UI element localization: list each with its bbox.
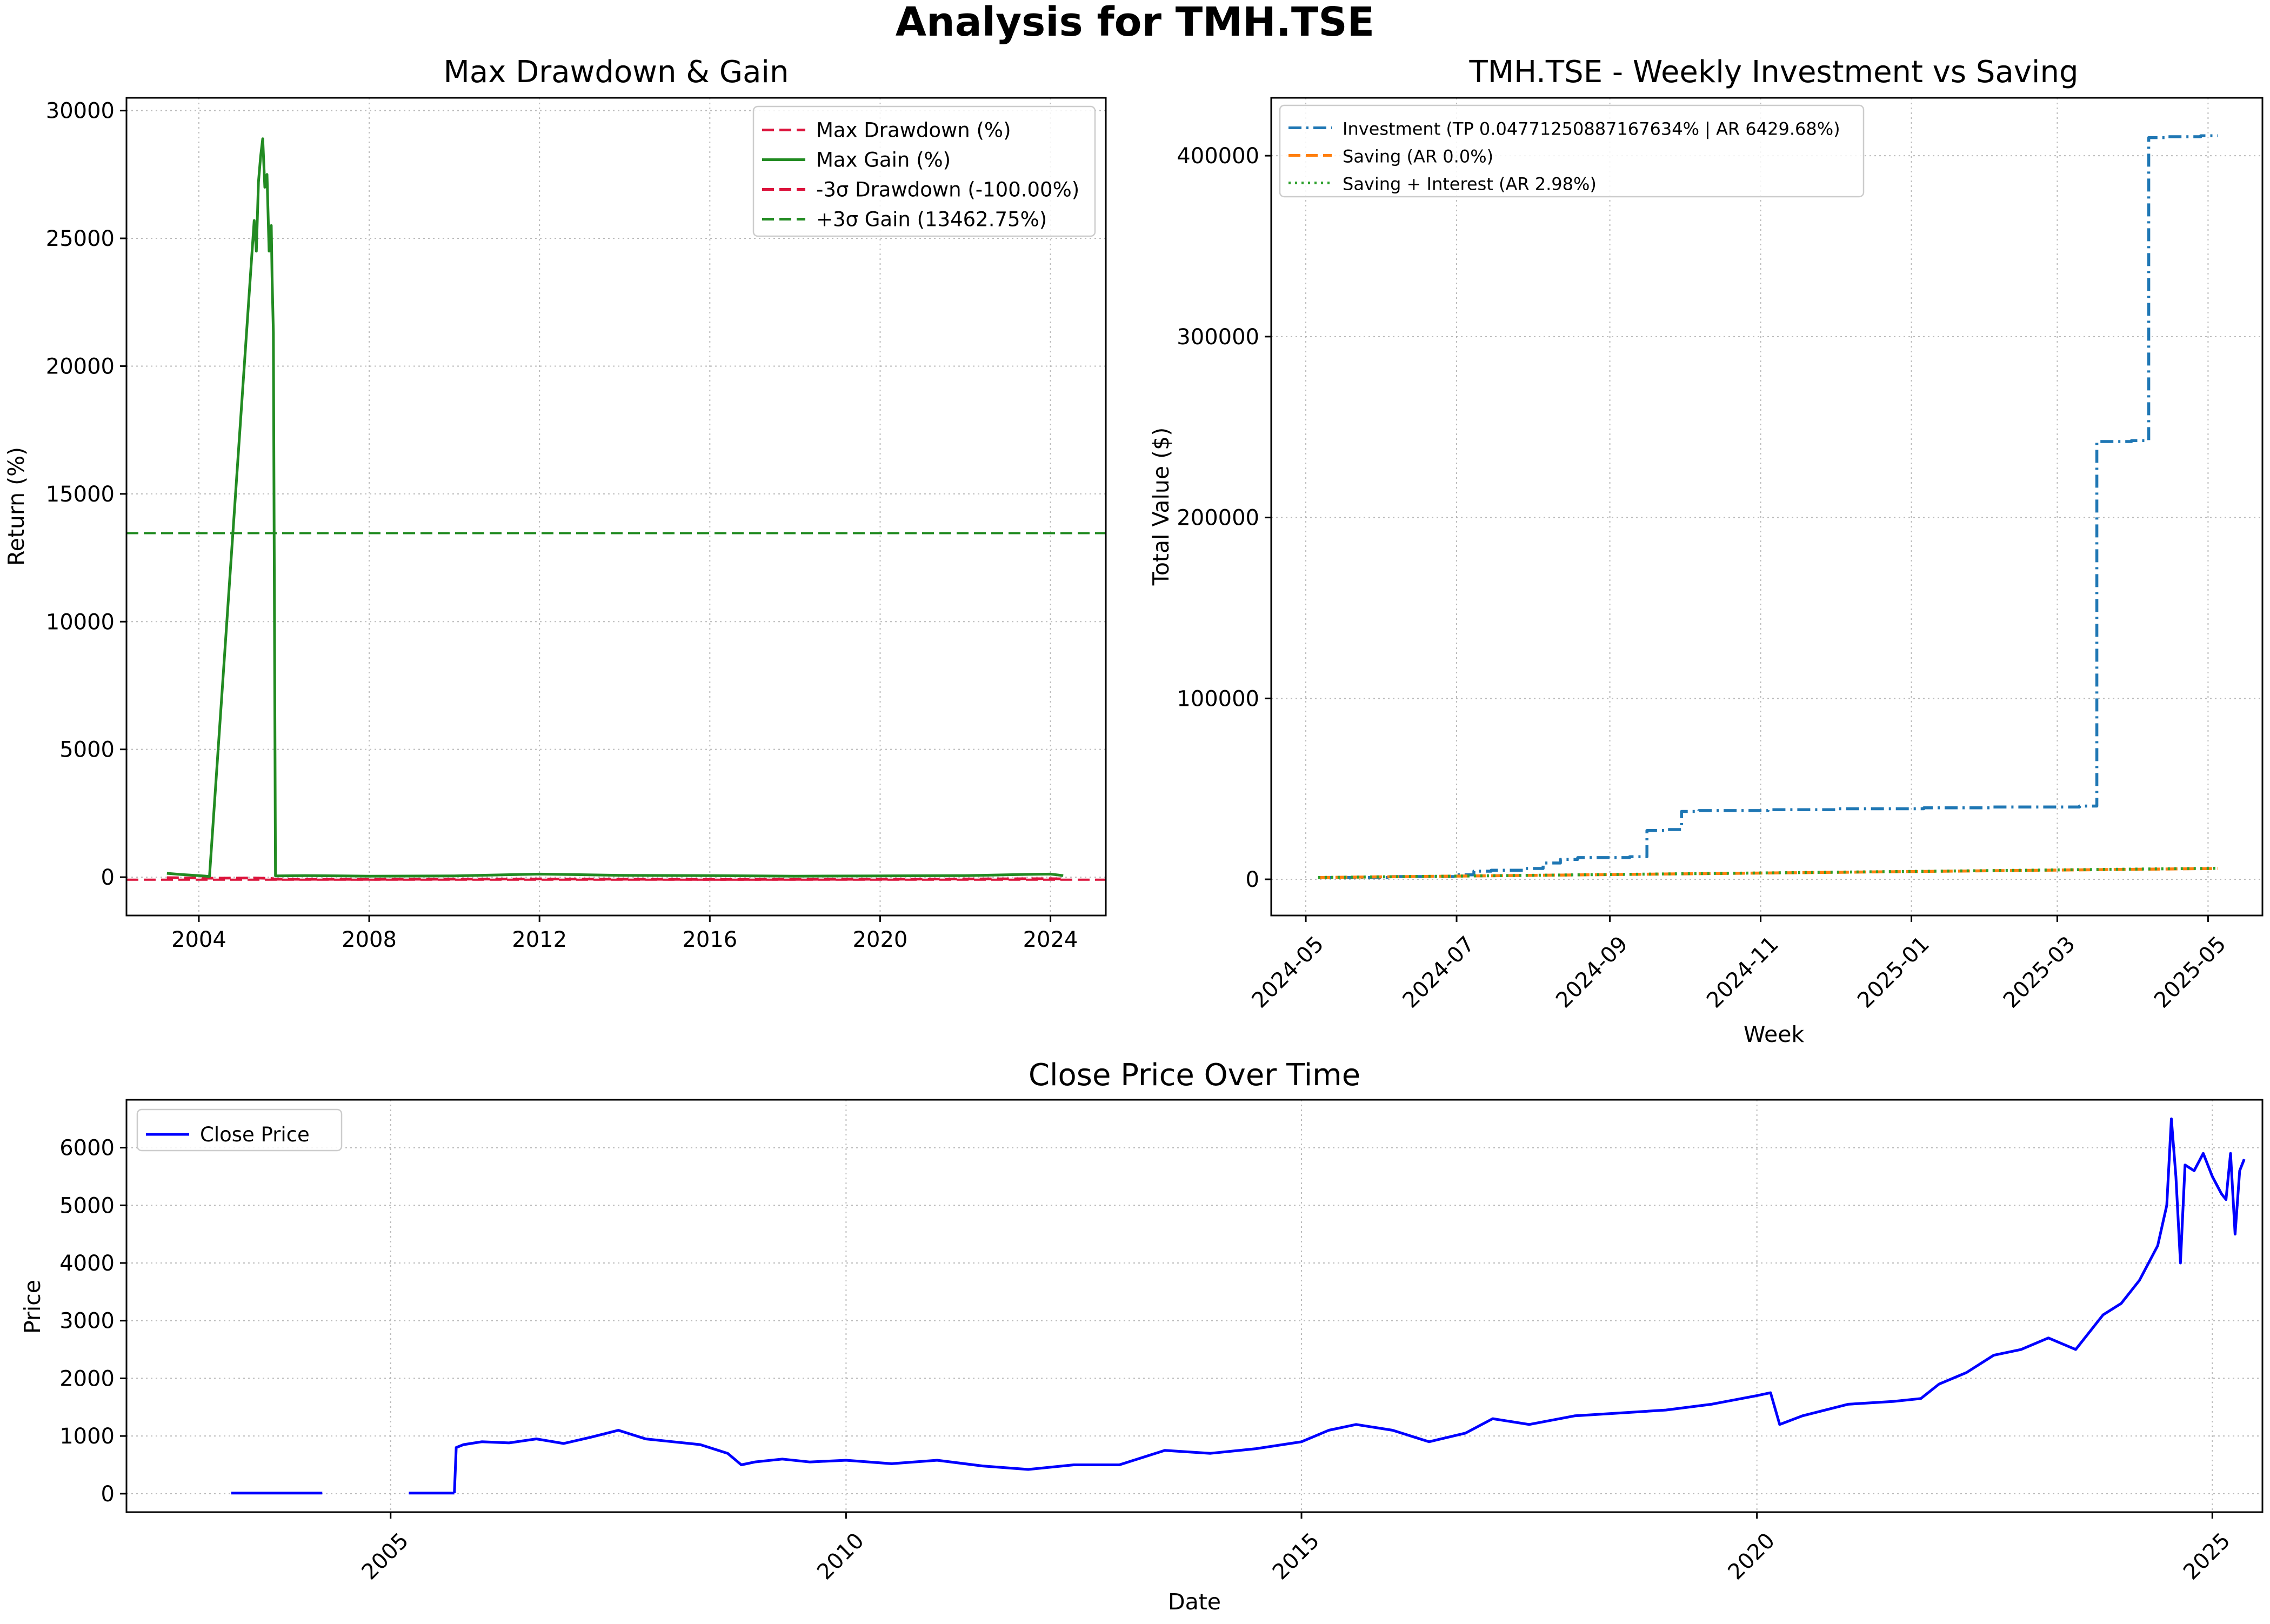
y-tick-label: 6000 (59, 1136, 115, 1161)
legend-box (1279, 104, 1865, 198)
investment-y-axis-label: Total Value ($) (1148, 427, 1174, 586)
y-tick-label: 3000 (59, 1309, 115, 1334)
legend-label: -3σ Drawdown (-100.00%) (816, 178, 1079, 202)
y-tick-label: 100000 (1177, 686, 1259, 711)
series-2-line (1318, 866, 2218, 879)
x-tick-label: 2008 (342, 927, 397, 952)
plot-frame (125, 1099, 2264, 1513)
figure-title: Analysis for TMH.TSE (896, 0, 1374, 45)
y-tick-label: 10000 (46, 610, 115, 634)
legend-box (136, 1108, 343, 1152)
y-tick-label: 5000 (59, 1193, 115, 1218)
plot-frame (1270, 97, 2264, 917)
y-tick-label: 200000 (1177, 506, 1259, 531)
y-tick-label: 1000 (59, 1424, 115, 1449)
plot-area (231, 1117, 2246, 1495)
legend-label: Saving + Interest (AR 2.98%) (1343, 174, 1597, 195)
plot-area (126, 137, 1106, 881)
legend: Max Drawdown (%) Max Gain (%) -3σ Drawdown… (752, 105, 1096, 237)
price-y-axis-label: Price (19, 1280, 45, 1334)
legend: Investment (TP 0.04771250887167634% | AR… (1279, 104, 1865, 198)
y-tick-label: 2000 (59, 1366, 115, 1391)
legend-label: Max Gain (%) (816, 149, 951, 172)
y-tick-label: 4000 (59, 1251, 115, 1276)
plot-frame (125, 97, 1107, 917)
legend-label: +3σ Gain (13462.75%) (816, 208, 1047, 231)
price-chart-title: Close Price Over Time (1029, 1058, 1360, 1093)
x-tick-label: 2012 (512, 927, 567, 952)
y-tick-label: 400000 (1177, 144, 1259, 169)
legend: Close Price (136, 1108, 343, 1152)
legend-label: Max Drawdown (%) (816, 119, 1011, 142)
x-tick-label: 2016 (682, 927, 737, 952)
drawdown-gain-chart: Max Drawdown & Gain Return (%) 2004 2008 2… (3, 55, 1107, 952)
y-tick-label: 30000 (46, 99, 115, 124)
y-tick-label: 0 (101, 1482, 115, 1507)
price-x-axis-label: Date (1168, 1589, 1221, 1615)
drawdown-y-axis-label: Return (%) (3, 447, 29, 566)
legend-label: Investment (TP 0.04771250887167634% | AR… (1343, 119, 1840, 139)
legend-box (752, 105, 1096, 237)
y-tick-label: 15000 (46, 482, 115, 507)
x-tick-label: 2004 (171, 927, 226, 952)
y-tick-label: 300000 (1177, 325, 1259, 350)
series-0-line (166, 876, 1064, 881)
investment-x-axis-label: Week (1744, 1021, 1805, 1047)
y-tick-label: 20000 (46, 354, 115, 379)
series-1-line (166, 137, 1064, 878)
legend-label: Close Price (200, 1123, 310, 1146)
series-0-line (453, 1117, 2246, 1493)
series-0-line (1318, 134, 2218, 879)
legend-label: Saving (AR 0.0%) (1343, 146, 1493, 167)
drawdown-chart-title: Max Drawdown & Gain (444, 55, 789, 90)
x-tick-label: 2024 (1023, 927, 1078, 952)
y-tick-label: 5000 (59, 738, 115, 763)
y-tick-label: 25000 (46, 226, 115, 251)
x-tick-label: 2020 (853, 927, 908, 952)
investment-chart-title: TMH.TSE - Weekly Investment vs Saving (1468, 55, 2078, 90)
plot-area (1318, 134, 2218, 879)
y-tick-label: 0 (101, 865, 115, 890)
y-tick-label: 0 (1246, 867, 1259, 892)
